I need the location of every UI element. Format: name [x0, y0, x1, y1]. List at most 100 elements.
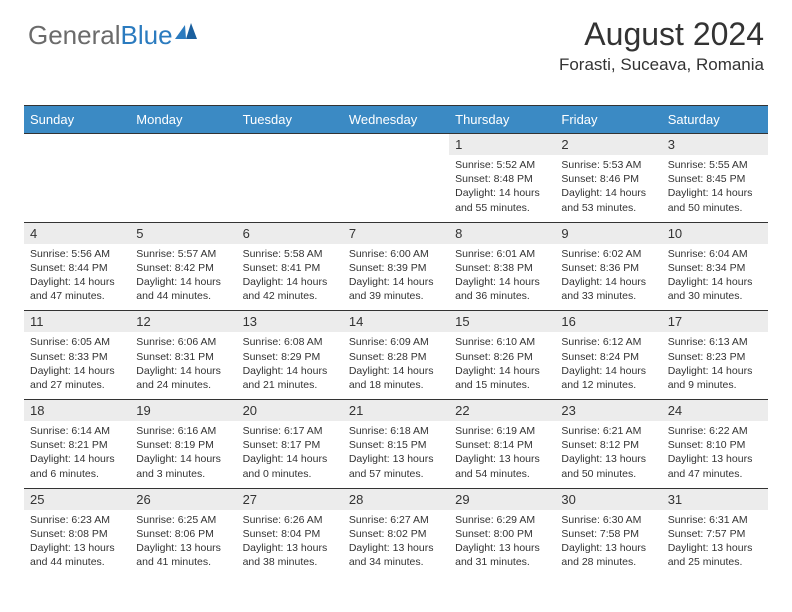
sunset-text: Sunset: 8:38 PM [455, 261, 549, 275]
location-subtitle: Forasti, Suceava, Romania [559, 55, 764, 75]
daylight-text: Daylight: 13 hours and 25 minutes. [668, 541, 762, 569]
daylight-text: Daylight: 14 hours and 39 minutes. [349, 275, 443, 303]
sunrise-text: Sunrise: 6:13 AM [668, 335, 762, 349]
sunset-text: Sunset: 8:29 PM [243, 350, 337, 364]
day-details: Sunrise: 5:53 AMSunset: 8:46 PMDaylight:… [555, 155, 661, 222]
day-number: 1 [449, 134, 555, 155]
day-number: 8 [449, 223, 555, 244]
sunset-text: Sunset: 8:02 PM [349, 527, 443, 541]
weekday-header: Sunday [24, 106, 130, 133]
daylight-text: Daylight: 14 hours and 44 minutes. [136, 275, 230, 303]
day-number-row: 25262728293031 [24, 488, 768, 510]
day-details: Sunrise: 6:01 AMSunset: 8:38 PMDaylight:… [449, 244, 555, 311]
day-detail-row: Sunrise: 5:52 AMSunset: 8:48 PMDaylight:… [24, 155, 768, 222]
sunrise-text: Sunrise: 6:31 AM [668, 513, 762, 527]
daylight-text: Daylight: 13 hours and 47 minutes. [668, 452, 762, 480]
title-block: August 2024 Forasti, Suceava, Romania [559, 16, 764, 75]
day-details: Sunrise: 6:05 AMSunset: 8:33 PMDaylight:… [24, 332, 130, 399]
sunrise-text: Sunrise: 6:30 AM [561, 513, 655, 527]
daylight-text: Daylight: 14 hours and 55 minutes. [455, 186, 549, 214]
sunrise-text: Sunrise: 6:06 AM [136, 335, 230, 349]
sunset-text: Sunset: 8:19 PM [136, 438, 230, 452]
daylight-text: Daylight: 13 hours and 31 minutes. [455, 541, 549, 569]
daylight-text: Daylight: 14 hours and 6 minutes. [30, 452, 124, 480]
calendar-grid: SundayMondayTuesdayWednesdayThursdayFrid… [24, 105, 768, 576]
logo-general-text: General [28, 20, 121, 50]
day-number: 13 [237, 311, 343, 332]
day-number: 23 [555, 400, 661, 421]
day-details: Sunrise: 5:58 AMSunset: 8:41 PMDaylight:… [237, 244, 343, 311]
day-details [24, 155, 130, 222]
sunrise-text: Sunrise: 6:17 AM [243, 424, 337, 438]
day-details [130, 155, 236, 222]
sunset-text: Sunset: 8:17 PM [243, 438, 337, 452]
weekday-header: Saturday [662, 106, 768, 133]
day-number-row: 45678910 [24, 222, 768, 244]
sunrise-text: Sunrise: 6:04 AM [668, 247, 762, 261]
day-details: Sunrise: 6:18 AMSunset: 8:15 PMDaylight:… [343, 421, 449, 488]
day-number: 29 [449, 489, 555, 510]
sunrise-text: Sunrise: 5:58 AM [243, 247, 337, 261]
day-details: Sunrise: 6:17 AMSunset: 8:17 PMDaylight:… [237, 421, 343, 488]
day-number-row: 11121314151617 [24, 310, 768, 332]
day-details: Sunrise: 6:09 AMSunset: 8:28 PMDaylight:… [343, 332, 449, 399]
day-number: 4 [24, 223, 130, 244]
daylight-text: Daylight: 14 hours and 30 minutes. [668, 275, 762, 303]
logo-mark-icon [175, 23, 197, 39]
day-details: Sunrise: 6:25 AMSunset: 8:06 PMDaylight:… [130, 510, 236, 577]
day-details: Sunrise: 5:55 AMSunset: 8:45 PMDaylight:… [662, 155, 768, 222]
sunrise-text: Sunrise: 6:08 AM [243, 335, 337, 349]
sunset-text: Sunset: 8:21 PM [30, 438, 124, 452]
day-details: Sunrise: 6:04 AMSunset: 8:34 PMDaylight:… [662, 244, 768, 311]
sunset-text: Sunset: 8:06 PM [136, 527, 230, 541]
daylight-text: Daylight: 14 hours and 0 minutes. [243, 452, 337, 480]
sunset-text: Sunset: 8:08 PM [30, 527, 124, 541]
sunrise-text: Sunrise: 6:05 AM [30, 335, 124, 349]
day-details: Sunrise: 6:13 AMSunset: 8:23 PMDaylight:… [662, 332, 768, 399]
sunrise-text: Sunrise: 5:57 AM [136, 247, 230, 261]
day-number: 15 [449, 311, 555, 332]
day-detail-row: Sunrise: 6:14 AMSunset: 8:21 PMDaylight:… [24, 421, 768, 488]
day-number: 19 [130, 400, 236, 421]
sunset-text: Sunset: 8:36 PM [561, 261, 655, 275]
sunset-text: Sunset: 8:15 PM [349, 438, 443, 452]
sunrise-text: Sunrise: 6:29 AM [455, 513, 549, 527]
sunset-text: Sunset: 8:48 PM [455, 172, 549, 186]
day-details: Sunrise: 6:26 AMSunset: 8:04 PMDaylight:… [237, 510, 343, 577]
day-number: 7 [343, 223, 449, 244]
day-details: Sunrise: 6:14 AMSunset: 8:21 PMDaylight:… [24, 421, 130, 488]
daylight-text: Daylight: 14 hours and 47 minutes. [30, 275, 124, 303]
weekday-header-row: SundayMondayTuesdayWednesdayThursdayFrid… [24, 106, 768, 133]
sunset-text: Sunset: 8:12 PM [561, 438, 655, 452]
sunset-text: Sunset: 8:41 PM [243, 261, 337, 275]
sunset-text: Sunset: 8:23 PM [668, 350, 762, 364]
sunrise-text: Sunrise: 6:16 AM [136, 424, 230, 438]
day-number [24, 134, 130, 155]
daylight-text: Daylight: 14 hours and 3 minutes. [136, 452, 230, 480]
sunset-text: Sunset: 8:42 PM [136, 261, 230, 275]
day-details: Sunrise: 6:08 AMSunset: 8:29 PMDaylight:… [237, 332, 343, 399]
sunset-text: Sunset: 8:44 PM [30, 261, 124, 275]
sunset-text: Sunset: 8:14 PM [455, 438, 549, 452]
day-number: 31 [662, 489, 768, 510]
sunrise-text: Sunrise: 5:52 AM [455, 158, 549, 172]
sunset-text: Sunset: 8:46 PM [561, 172, 655, 186]
sunrise-text: Sunrise: 6:23 AM [30, 513, 124, 527]
daylight-text: Daylight: 14 hours and 9 minutes. [668, 364, 762, 392]
day-number: 26 [130, 489, 236, 510]
day-number-row: 18192021222324 [24, 399, 768, 421]
day-details: Sunrise: 6:29 AMSunset: 8:00 PMDaylight:… [449, 510, 555, 577]
sunrise-text: Sunrise: 6:00 AM [349, 247, 443, 261]
weekday-header: Wednesday [343, 106, 449, 133]
day-number [130, 134, 236, 155]
sunset-text: Sunset: 8:26 PM [455, 350, 549, 364]
daylight-text: Daylight: 13 hours and 28 minutes. [561, 541, 655, 569]
day-number: 28 [343, 489, 449, 510]
sunrise-text: Sunrise: 6:02 AM [561, 247, 655, 261]
day-number: 18 [24, 400, 130, 421]
day-details: Sunrise: 5:56 AMSunset: 8:44 PMDaylight:… [24, 244, 130, 311]
sunset-text: Sunset: 8:00 PM [455, 527, 549, 541]
sunset-text: Sunset: 8:04 PM [243, 527, 337, 541]
day-number: 22 [449, 400, 555, 421]
sunset-text: Sunset: 7:58 PM [561, 527, 655, 541]
